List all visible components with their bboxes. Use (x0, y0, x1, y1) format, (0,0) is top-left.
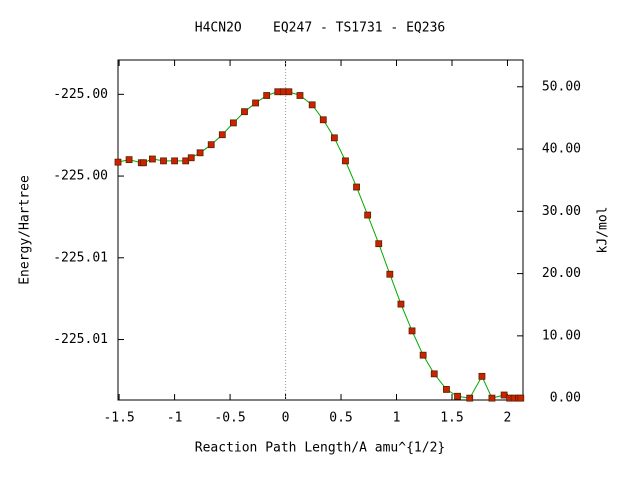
point (125, 156, 133, 164)
x-axis-label: Reaction Path Length/A amu^{1/2} (195, 441, 445, 456)
y2-tick-label: 10.00 (542, 328, 581, 343)
point (330, 134, 338, 142)
y-tick-label: -225.01 (53, 250, 108, 265)
point (241, 108, 248, 116)
point (252, 99, 259, 107)
point (308, 101, 316, 109)
point (397, 300, 405, 308)
point (466, 394, 474, 402)
point (160, 157, 167, 165)
point (182, 157, 190, 165)
point (296, 92, 304, 99)
point (364, 211, 372, 219)
point (263, 92, 271, 99)
point (430, 370, 438, 378)
point (196, 149, 204, 157)
y2-tick-label: 30.00 (542, 204, 581, 219)
point (229, 119, 237, 127)
point (408, 327, 416, 335)
point (353, 183, 360, 191)
point (500, 391, 508, 399)
point (419, 351, 427, 359)
point (517, 394, 525, 402)
point (478, 372, 486, 380)
chart-title: H4CN2O EQ247 - TS1731 - EQ236 (195, 21, 445, 36)
y-tick-label: -225.00 (53, 87, 108, 102)
y2-axis-label: kJ/mol (596, 207, 611, 254)
point (148, 155, 156, 163)
point (488, 394, 496, 402)
y2-tick-label: 50.00 (542, 79, 581, 94)
y2-tick-label: 0.00 (550, 391, 581, 406)
point (187, 154, 195, 162)
point (454, 392, 461, 400)
x-tick-label: 0.5 (329, 411, 352, 426)
point (342, 157, 349, 165)
x-tick-label: 0 (282, 411, 290, 426)
point (218, 131, 226, 139)
point (171, 157, 178, 165)
point (386, 270, 394, 278)
y-axis-label: Energy/Hartree (18, 175, 33, 285)
point (319, 116, 327, 124)
y-tick-label: -225.00 (53, 169, 108, 184)
x-tick-label: -1.5 (103, 411, 134, 426)
point (375, 240, 383, 248)
y2-tick-label: 40.00 (542, 142, 581, 157)
x-tick-label: 1.5 (440, 411, 463, 426)
plot-frame (117, 59, 524, 401)
x-tick-label: -0.5 (214, 411, 245, 426)
point (443, 386, 450, 393)
y2-tick-label: 20.00 (542, 266, 581, 281)
point (114, 158, 122, 166)
y-tick-label: -225.01 (53, 332, 108, 347)
x-tick-label: 2 (504, 411, 512, 426)
series-line (117, 91, 521, 399)
point (140, 159, 147, 167)
x-tick-label: -1 (167, 411, 183, 426)
point (274, 88, 282, 96)
point (207, 141, 215, 149)
point (285, 88, 293, 96)
point (279, 88, 287, 96)
x-tick-label: 1 (393, 411, 401, 426)
